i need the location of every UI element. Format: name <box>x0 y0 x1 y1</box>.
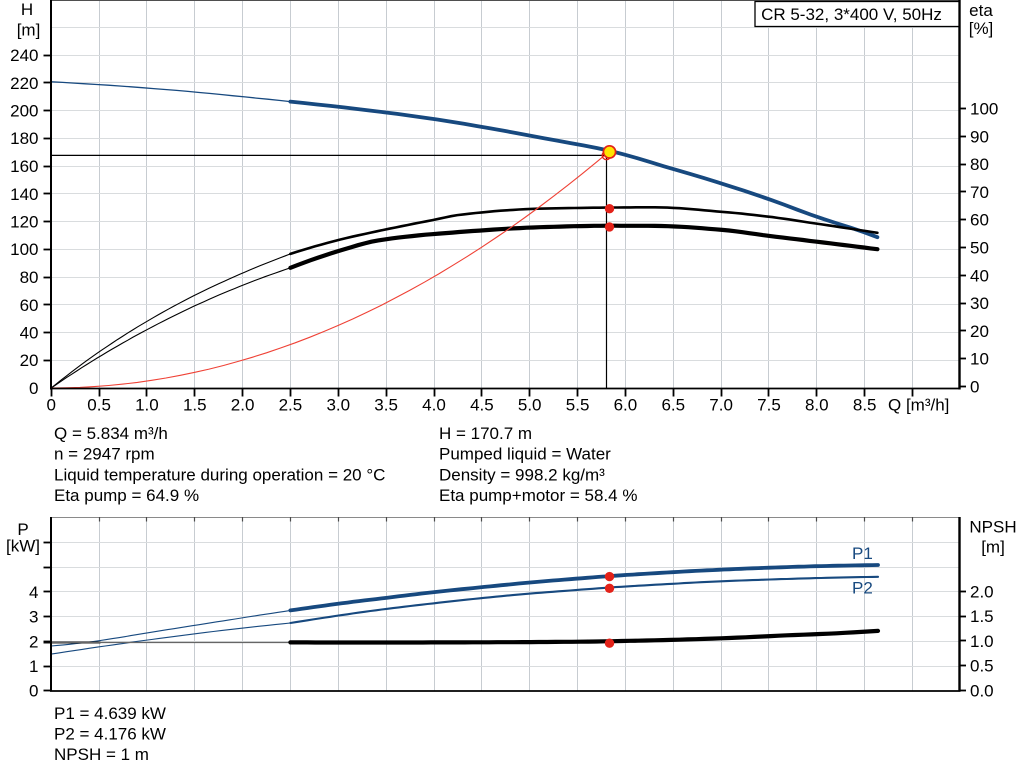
svg-text:40: 40 <box>20 324 39 343</box>
svg-text:20: 20 <box>970 322 989 341</box>
svg-text:2: 2 <box>29 632 38 651</box>
svg-text:[%]: [%] <box>969 19 994 38</box>
svg-text:Eta pump = 64.9 %: Eta pump = 64.9 % <box>54 486 199 505</box>
svg-text:P1: P1 <box>852 544 873 563</box>
svg-text:P1 = 4.639 kW: P1 = 4.639 kW <box>54 704 166 723</box>
svg-text:3: 3 <box>29 608 38 627</box>
svg-text:[m]: [m] <box>17 21 41 40</box>
svg-text:NPSH = 1 m: NPSH = 1 m <box>54 745 149 764</box>
svg-text:20: 20 <box>20 351 39 370</box>
svg-text:4.0: 4.0 <box>422 396 446 415</box>
svg-text:50: 50 <box>970 239 989 258</box>
svg-text:NPSH: NPSH <box>969 518 1016 537</box>
svg-text:6.0: 6.0 <box>614 396 638 415</box>
svg-text:0: 0 <box>29 379 38 398</box>
svg-text:n = 2947 rpm: n = 2947 rpm <box>54 445 155 464</box>
svg-text:5.5: 5.5 <box>566 396 590 415</box>
svg-text:30: 30 <box>970 294 989 313</box>
svg-text:140: 140 <box>10 185 38 204</box>
svg-text:6.5: 6.5 <box>661 396 685 415</box>
svg-text:60: 60 <box>970 211 989 230</box>
svg-text:2.0: 2.0 <box>231 396 255 415</box>
svg-text:7.0: 7.0 <box>709 396 733 415</box>
svg-text:2.0: 2.0 <box>970 583 994 602</box>
svg-text:180: 180 <box>10 129 38 148</box>
svg-text:P: P <box>17 520 28 539</box>
svg-text:10: 10 <box>970 350 989 369</box>
svg-text:0: 0 <box>46 396 55 415</box>
svg-text:Liquid temperature during oper: Liquid temperature during operation = 20… <box>54 465 385 484</box>
svg-text:2.5: 2.5 <box>279 396 303 415</box>
svg-text:H = 170.7 m: H = 170.7 m <box>439 424 532 443</box>
svg-text:P2: P2 <box>852 579 873 598</box>
svg-text:1.5: 1.5 <box>970 607 994 626</box>
svg-text:0: 0 <box>29 682 38 701</box>
svg-text:P2 = 4.176 kW: P2 = 4.176 kW <box>54 725 166 744</box>
svg-text:160: 160 <box>10 157 38 176</box>
svg-text:8.0: 8.0 <box>805 396 829 415</box>
svg-text:Q = 5.834 m³/h: Q = 5.834 m³/h <box>54 424 168 443</box>
svg-text:240: 240 <box>10 46 38 65</box>
svg-text:0.5: 0.5 <box>970 657 994 676</box>
svg-text:40: 40 <box>970 266 989 285</box>
svg-text:Density = 998.2 kg/m³: Density = 998.2 kg/m³ <box>439 465 605 484</box>
svg-text:[kW]: [kW] <box>6 537 40 556</box>
svg-text:[m]: [m] <box>981 538 1005 557</box>
svg-text:100: 100 <box>10 240 38 259</box>
svg-text:Q [m³/h]: Q [m³/h] <box>888 396 949 415</box>
svg-text:Pumped liquid = Water: Pumped liquid = Water <box>439 445 611 464</box>
svg-text:1.5: 1.5 <box>183 396 207 415</box>
svg-text:80: 80 <box>970 155 989 174</box>
svg-text:Eta pump+motor = 58.4 %: Eta pump+motor = 58.4 % <box>439 486 637 505</box>
svg-text:100: 100 <box>970 100 998 119</box>
svg-text:CR 5-32, 3*400 V, 50Hz: CR 5-32, 3*400 V, 50Hz <box>761 5 942 24</box>
svg-text:80: 80 <box>20 268 39 287</box>
svg-text:3.5: 3.5 <box>374 396 398 415</box>
svg-text:4: 4 <box>29 583 38 602</box>
svg-text:eta: eta <box>969 1 993 20</box>
svg-text:1.0: 1.0 <box>135 396 159 415</box>
svg-text:4.5: 4.5 <box>470 396 494 415</box>
svg-text:70: 70 <box>970 183 989 202</box>
svg-text:220: 220 <box>10 74 38 93</box>
svg-text:1.0: 1.0 <box>970 632 994 651</box>
svg-text:0: 0 <box>970 377 979 396</box>
svg-text:1: 1 <box>29 657 38 676</box>
svg-text:8.5: 8.5 <box>853 396 877 415</box>
svg-text:200: 200 <box>10 102 38 121</box>
svg-text:0.0: 0.0 <box>970 681 994 700</box>
svg-text:3.0: 3.0 <box>326 396 350 415</box>
svg-text:120: 120 <box>10 213 38 232</box>
svg-text:7.5: 7.5 <box>757 396 781 415</box>
svg-text:90: 90 <box>970 128 989 147</box>
svg-text:0.5: 0.5 <box>87 396 111 415</box>
svg-text:5.0: 5.0 <box>518 396 542 415</box>
svg-text:H: H <box>21 0 33 19</box>
svg-text:60: 60 <box>20 296 39 315</box>
